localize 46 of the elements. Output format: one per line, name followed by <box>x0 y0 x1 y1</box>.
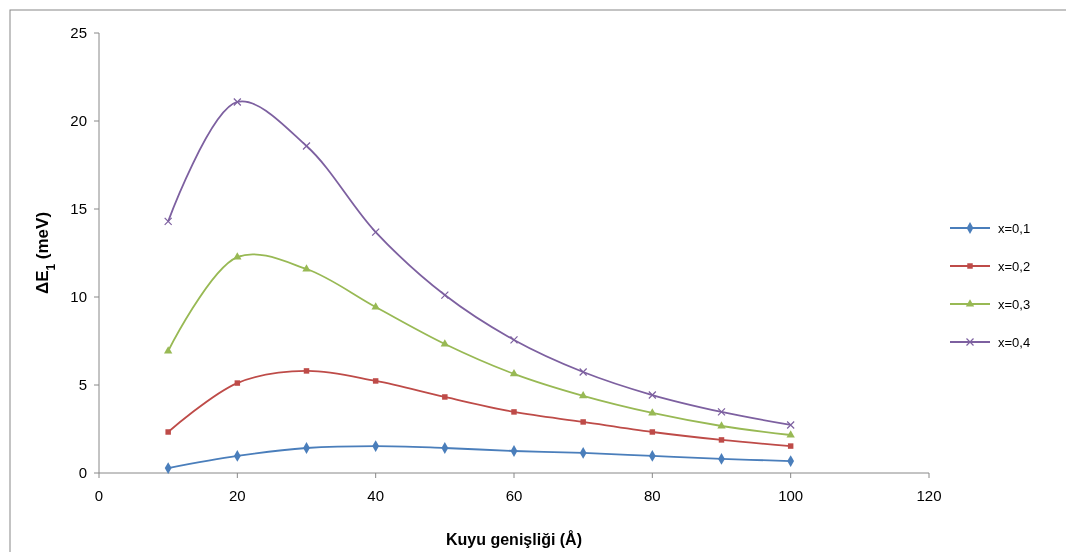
point <box>164 217 173 226</box>
point <box>717 421 726 429</box>
point <box>440 290 449 300</box>
x-tick-label: 60 <box>505 487 523 504</box>
y-tick-label: 15 <box>70 200 87 218</box>
x-tick-label: 0 <box>94 487 104 504</box>
point <box>442 394 448 400</box>
point <box>165 429 171 435</box>
legend-label: x=0,3 <box>998 296 1031 312</box>
point <box>234 380 241 386</box>
x-tick-label: 40 <box>367 487 385 504</box>
y-tick-label: 0 <box>78 464 87 482</box>
point <box>302 264 311 272</box>
point <box>511 409 517 415</box>
point <box>786 420 795 430</box>
x-tick-label: 120 <box>916 487 942 504</box>
point <box>371 227 380 237</box>
point <box>509 369 519 377</box>
x-tick-label: 100 <box>778 487 804 504</box>
legend-label: x=0,2 <box>998 258 1031 274</box>
point <box>509 335 519 345</box>
x-tick-label: 20 <box>228 487 246 504</box>
point <box>648 408 657 416</box>
point <box>371 302 380 310</box>
x-axis-title: Kuyu genişliği (Å) <box>446 530 582 548</box>
point <box>303 368 310 374</box>
point <box>302 141 311 151</box>
y-tick-label: 5 <box>78 376 87 394</box>
y-tick-label: 20 <box>70 112 87 130</box>
point <box>649 429 656 435</box>
point <box>440 339 449 347</box>
legend-label: x=0,4 <box>998 334 1031 350</box>
point <box>233 97 242 107</box>
y-tick-label: 10 <box>70 288 87 306</box>
point <box>717 407 726 417</box>
point <box>579 391 588 399</box>
point <box>372 378 379 384</box>
point <box>648 390 657 400</box>
point <box>786 430 795 438</box>
point <box>787 443 794 449</box>
point <box>718 437 725 443</box>
point <box>580 419 586 425</box>
x-tick-label: 80 <box>643 487 661 504</box>
legend-label: x=0,1 <box>998 220 1031 236</box>
y-tick-label: 25 <box>70 24 87 42</box>
point <box>579 367 588 377</box>
